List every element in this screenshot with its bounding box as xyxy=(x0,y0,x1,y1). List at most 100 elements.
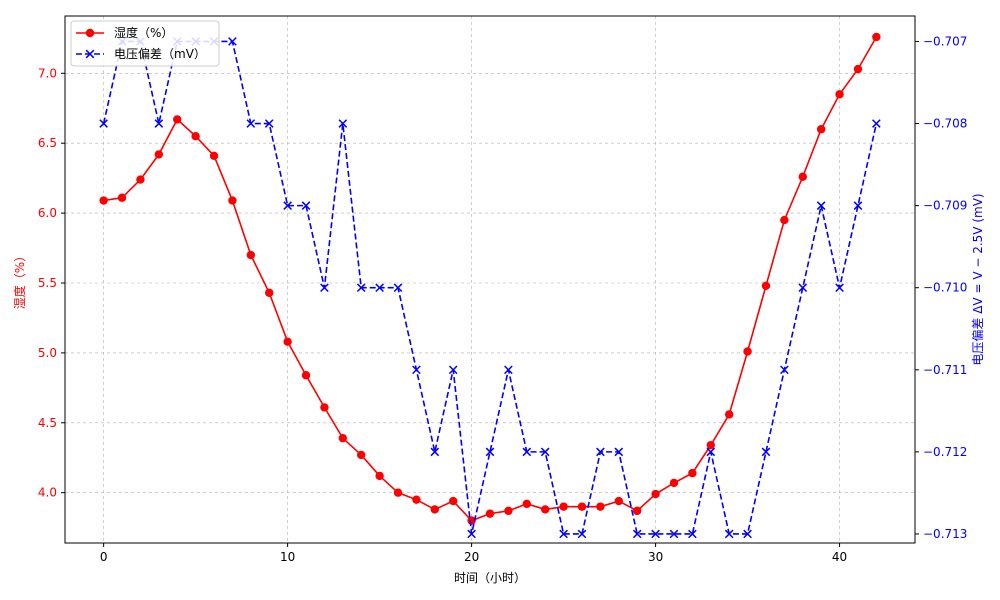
legend-label-humidity: 湿度（%） xyxy=(114,25,173,40)
data-point xyxy=(136,175,145,184)
right-y-tick-label: −0.710 xyxy=(923,281,967,295)
left-y-axis-label: 湿度（%） xyxy=(12,250,27,309)
data-point xyxy=(412,495,421,504)
data-point xyxy=(706,440,715,450)
data-point xyxy=(430,447,440,457)
data-point xyxy=(504,365,513,375)
grid-lines xyxy=(65,16,915,543)
data-point xyxy=(614,447,624,457)
legend-item-humidity: 湿度（%） xyxy=(76,25,173,40)
data-point xyxy=(540,447,550,457)
data-point xyxy=(743,347,752,356)
data-point xyxy=(614,496,623,506)
right-y-tick-label: −0.712 xyxy=(923,445,967,459)
data-point xyxy=(320,403,329,412)
data-point xyxy=(780,215,789,225)
data-point xyxy=(688,529,697,539)
data-point xyxy=(688,468,697,478)
data-point xyxy=(338,119,348,128)
data-point xyxy=(228,196,237,205)
data-point xyxy=(467,516,476,525)
right-y-tick-label: −0.708 xyxy=(923,117,967,131)
data-point xyxy=(577,502,587,511)
legend-label-voltage: 电压偏差（mV） xyxy=(114,46,206,61)
data-point xyxy=(577,529,587,539)
series-layer xyxy=(99,32,881,539)
data-point xyxy=(816,125,826,134)
series-line xyxy=(102,40,878,535)
data-point xyxy=(743,529,752,539)
data-point xyxy=(412,365,421,375)
data-point xyxy=(596,447,605,457)
data-point xyxy=(559,502,568,511)
data-point xyxy=(357,450,366,460)
data-point xyxy=(632,529,642,539)
data-point xyxy=(816,201,826,210)
right-y-tick-label: −0.711 xyxy=(923,363,967,377)
data-point xyxy=(761,447,771,457)
data-point xyxy=(430,505,440,514)
data-point xyxy=(651,489,660,499)
x-tick-label: 30 xyxy=(648,550,663,564)
series-line xyxy=(103,36,878,522)
data-point xyxy=(835,283,844,293)
right-y-tick-label: −0.709 xyxy=(923,199,967,213)
data-point xyxy=(724,529,734,539)
left-y-tick-label: 6.0 xyxy=(38,206,57,220)
data-point xyxy=(283,337,292,346)
data-point xyxy=(375,471,384,481)
data-point xyxy=(522,499,531,509)
left-y-tick-label: 5.0 xyxy=(38,346,57,360)
data-point xyxy=(393,488,403,497)
data-point xyxy=(522,447,532,457)
data-point xyxy=(209,151,219,160)
legend-item-voltage: 电压偏差（mV） xyxy=(76,46,206,61)
left-y-tick-label: 7.0 xyxy=(38,66,57,80)
data-point xyxy=(651,529,660,539)
data-point xyxy=(835,90,844,99)
data-point xyxy=(632,506,642,516)
data-point xyxy=(485,509,495,518)
left-y-tick-label: 6.5 xyxy=(38,136,57,150)
data-point xyxy=(154,119,164,128)
left-y-tick-label: 5.5 xyxy=(38,276,57,290)
data-point xyxy=(504,506,513,516)
data-point xyxy=(780,365,789,375)
data-point xyxy=(228,37,237,46)
data-point xyxy=(301,201,311,210)
data-point xyxy=(99,119,108,128)
data-point xyxy=(669,478,679,488)
right-y-tick-label: −0.713 xyxy=(923,527,967,541)
data-point xyxy=(117,193,127,202)
x-tick-label: 40 xyxy=(832,550,847,564)
data-point xyxy=(559,529,568,539)
data-point xyxy=(283,201,292,210)
data-point xyxy=(301,371,311,380)
data-point xyxy=(798,283,808,293)
data-point xyxy=(393,283,403,293)
data-point xyxy=(265,288,274,297)
data-point xyxy=(264,119,274,128)
data-point xyxy=(173,115,182,124)
plot-frame xyxy=(64,15,916,544)
data-point xyxy=(761,281,771,290)
series-1 xyxy=(99,37,881,539)
legend: 湿度（%） 电压偏差（mV） xyxy=(70,20,220,67)
data-point xyxy=(320,283,329,293)
data-point xyxy=(246,250,256,260)
data-point xyxy=(356,283,366,293)
data-point xyxy=(375,283,384,293)
data-point xyxy=(154,150,164,159)
axes-layer: 0 10 20 30 40 4.0 4.5 5.0 5.5 6.0 6.5 7.0 −0.713 −0.7… xyxy=(38,34,968,564)
data-point xyxy=(596,502,605,511)
x-tick-label: 10 xyxy=(280,550,295,564)
right-y-axis-label: 电压偏差 ΔV = V − 2.5V (mV) xyxy=(970,193,985,365)
data-point xyxy=(467,529,476,539)
data-point xyxy=(853,64,863,74)
data-point xyxy=(540,505,550,514)
data-point xyxy=(449,496,458,506)
legend-marker-voltage xyxy=(85,49,95,59)
left-y-tick-label: 4.0 xyxy=(38,486,57,500)
data-point xyxy=(872,119,881,128)
